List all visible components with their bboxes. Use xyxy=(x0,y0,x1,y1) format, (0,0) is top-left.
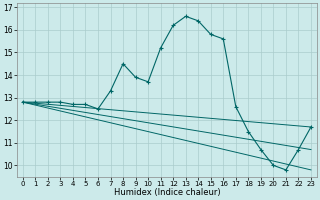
X-axis label: Humidex (Indice chaleur): Humidex (Indice chaleur) xyxy=(114,188,220,197)
